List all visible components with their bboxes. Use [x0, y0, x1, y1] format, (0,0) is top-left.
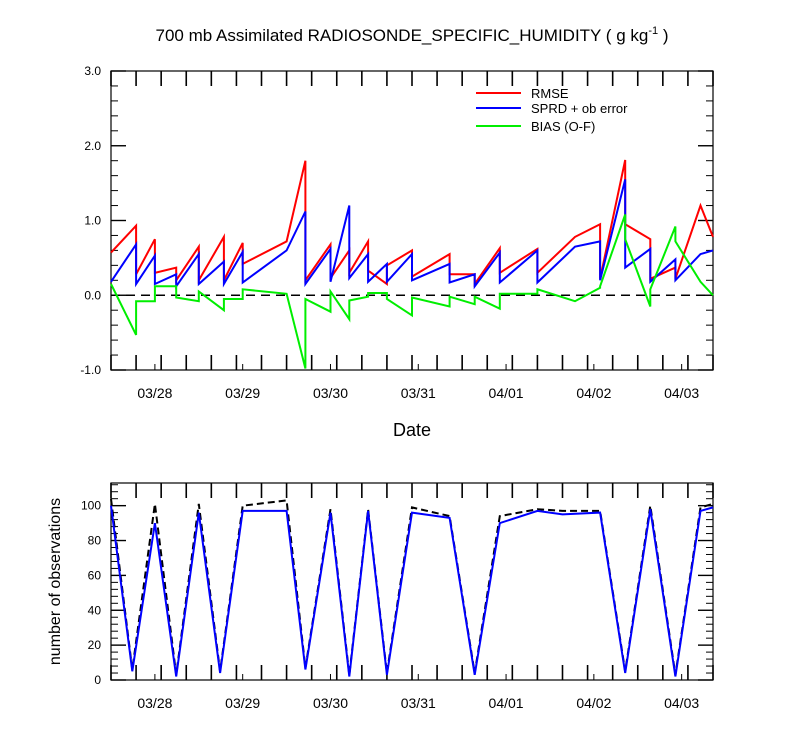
series-line-observations-assimilated: [110, 505, 714, 677]
legend-entry-sprd-label: SPRD + ob error: [531, 101, 628, 116]
top-panel-x-tick-label: 03/28: [137, 385, 172, 401]
top-panel-x-tick-label: 03/30: [313, 385, 348, 401]
bottom-panel-x-tick-label: 03/31: [401, 695, 436, 711]
bottom-panel-y-tick-label: 0: [94, 673, 101, 687]
top-panel-x-tick-label: 03/31: [401, 385, 436, 401]
series-line-bias: [110, 214, 714, 369]
series-line-sprd: [110, 179, 714, 290]
chart-title-main: 700 mb Assimilated RADIOSONDE_SPECIFIC_H…: [156, 26, 649, 45]
top-panel-x-tick-label: 03/29: [225, 385, 260, 401]
bottom-panel-y-tick-label: 100: [81, 499, 101, 513]
top-panel-y-tick-label: 3.0: [84, 64, 101, 78]
y-axis-label: number of observations: [47, 498, 64, 665]
top-panel-y-tick-label: 0.0: [84, 288, 101, 302]
legend-entry-rmse-label: RMSE: [531, 86, 569, 101]
bottom-panel-y-tick-label: 20: [88, 638, 102, 652]
chart-title-superscript: -1: [648, 25, 658, 37]
chart-title: 700 mb Assimilated RADIOSONDE_SPECIFIC_H…: [156, 25, 669, 45]
bottom-panel-y-tick-label: 60: [88, 568, 102, 582]
bottom-panel-y-tick-label: 40: [88, 603, 102, 617]
top-panel-y-tick-label: 1.0: [84, 214, 101, 228]
x-axis-label: Date: [393, 420, 431, 440]
top-panel-y-tick-label: 2.0: [84, 139, 101, 153]
top-panel-x-tick-label: 04/01: [489, 385, 524, 401]
top-panel-x-tick-label: 04/02: [576, 385, 611, 401]
chart-title-tail: ): [658, 26, 668, 45]
top-panel-y-tick-label: -1.0: [80, 363, 101, 377]
top-panel-x-tick-label: 04/03: [664, 385, 699, 401]
bottom-panel-x-tick-label: 04/01: [489, 695, 524, 711]
bottom-panel-x-tick-label: 03/28: [137, 695, 172, 711]
legend-entry-bias-label: BIAS (O-F): [531, 119, 595, 134]
bottom-panel-y-tick-label: 80: [88, 534, 102, 548]
bottom-panel-x-tick-label: 03/30: [313, 695, 348, 711]
bottom-panel-x-tick-label: 04/02: [576, 695, 611, 711]
bottom-panel-x-tick-label: 03/29: [225, 695, 260, 711]
bottom-panel-x-tick-label: 04/03: [664, 695, 699, 711]
